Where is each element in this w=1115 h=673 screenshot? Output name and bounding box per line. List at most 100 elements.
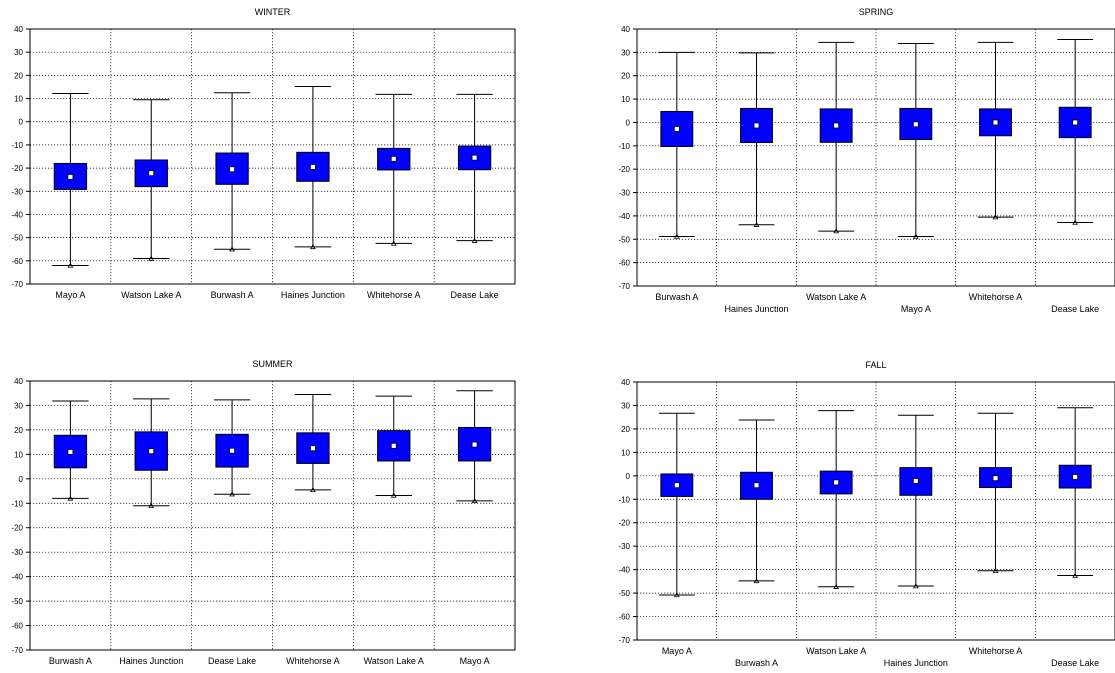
- chart-title: SUMMER: [253, 359, 293, 369]
- y-tick-label: 20: [621, 72, 630, 81]
- y-tick-label: -20: [11, 164, 23, 173]
- category-label: Watson Lake A: [364, 656, 424, 666]
- mean-marker: [754, 483, 759, 488]
- category-label: Haines Junction: [884, 658, 948, 668]
- y-tick-label: -20: [618, 519, 630, 528]
- mean-marker: [674, 483, 679, 488]
- mean-marker: [68, 449, 73, 454]
- mean-marker: [674, 126, 679, 131]
- chart-title: SPRING: [859, 7, 894, 17]
- mean-marker: [230, 167, 235, 172]
- mean-marker: [310, 446, 315, 451]
- y-tick-label: -70: [11, 646, 23, 655]
- category-label: Haines Junction: [281, 290, 345, 300]
- y-tick-label: -50: [11, 234, 23, 243]
- category-label: Mayo A: [55, 290, 85, 300]
- y-tick-label: -60: [618, 613, 630, 622]
- category-label: Watson Lake A: [121, 290, 181, 300]
- y-tick-label: -60: [11, 257, 23, 266]
- mean-marker: [149, 449, 154, 454]
- y-tick-label: -30: [618, 542, 630, 551]
- category-label: Dease Lake: [1051, 658, 1099, 668]
- y-tick-label: -50: [11, 597, 23, 606]
- y-tick-label: -30: [11, 187, 23, 196]
- y-tick-label: 30: [14, 48, 23, 57]
- category-label: Burwash A: [655, 292, 698, 302]
- category-label: Haines Junction: [119, 656, 183, 666]
- category-label: Dease Lake: [1051, 304, 1099, 314]
- mean-marker: [1073, 120, 1078, 125]
- y-tick-label: -40: [11, 210, 23, 219]
- y-tick-label: 0: [626, 472, 631, 481]
- chart-title: FALL: [865, 360, 886, 370]
- y-tick-label: 0: [626, 118, 631, 127]
- y-tick-label: 40: [14, 377, 23, 386]
- category-label: Dease Lake: [451, 290, 499, 300]
- mean-marker: [993, 476, 998, 481]
- category-label: Mayo A: [901, 304, 931, 314]
- y-tick-label: -50: [618, 235, 630, 244]
- mean-marker: [310, 164, 315, 169]
- y-tick-label: -20: [618, 165, 630, 174]
- y-tick-label: -60: [11, 622, 23, 631]
- mean-marker: [391, 443, 396, 448]
- mean-marker: [472, 442, 477, 447]
- category-label: Burwash A: [211, 290, 254, 300]
- mean-marker: [230, 448, 235, 453]
- y-tick-label: -70: [618, 636, 630, 645]
- y-tick-label: 40: [14, 25, 23, 34]
- y-tick-label: -10: [11, 141, 23, 150]
- y-tick-label: 0: [19, 475, 24, 484]
- category-label: Mayo A: [460, 656, 490, 666]
- y-tick-label: -30: [11, 548, 23, 557]
- y-tick-label: 20: [14, 71, 23, 80]
- y-tick-label: 10: [14, 95, 23, 104]
- y-tick-label: 30: [621, 401, 630, 410]
- mean-marker: [834, 480, 839, 485]
- plot-frame: [637, 29, 1115, 286]
- y-tick-label: -60: [618, 259, 630, 268]
- y-tick-label: 10: [14, 450, 23, 459]
- y-tick-label: -40: [618, 212, 630, 221]
- y-tick-label: 20: [621, 425, 630, 434]
- category-label: Whitehorse A: [286, 656, 340, 666]
- category-label: Whitehorse A: [969, 646, 1023, 656]
- mean-marker: [913, 122, 918, 127]
- mean-marker: [149, 171, 154, 176]
- y-tick-label: -20: [11, 524, 23, 533]
- y-tick-label: -70: [11, 280, 23, 289]
- mean-marker: [913, 478, 918, 483]
- y-tick-label: 30: [14, 401, 23, 410]
- y-tick-label: -30: [618, 189, 630, 198]
- mean-marker: [754, 123, 759, 128]
- y-tick-label: -10: [11, 499, 23, 508]
- mean-marker: [1073, 474, 1078, 479]
- chart-title: WINTER: [255, 7, 291, 17]
- y-tick-label: 10: [621, 95, 630, 104]
- y-tick-label: -40: [11, 573, 23, 582]
- mean-marker: [834, 123, 839, 128]
- y-tick-label: 30: [621, 48, 630, 57]
- category-label: Burwash A: [735, 658, 778, 668]
- y-tick-label: -10: [618, 495, 630, 504]
- mean-marker: [391, 156, 396, 161]
- category-label: Mayo A: [662, 646, 692, 656]
- mean-marker: [993, 120, 998, 125]
- mean-marker: [472, 155, 477, 160]
- y-tick-label: 10: [621, 448, 630, 457]
- y-tick-label: -70: [618, 282, 630, 291]
- category-label: Whitehorse A: [367, 290, 421, 300]
- y-tick-label: 40: [621, 378, 630, 387]
- category-label: Watson Lake A: [806, 646, 866, 656]
- y-tick-label: -50: [618, 589, 630, 598]
- y-tick-label: -10: [618, 142, 630, 151]
- y-tick-label: 40: [621, 25, 630, 34]
- y-tick-label: 20: [14, 426, 23, 435]
- category-label: Haines Junction: [724, 304, 788, 314]
- y-tick-label: -40: [618, 566, 630, 575]
- category-label: Burwash A: [49, 656, 92, 666]
- category-label: Dease Lake: [208, 656, 256, 666]
- mean-marker: [68, 174, 73, 179]
- y-tick-label: 0: [19, 118, 24, 127]
